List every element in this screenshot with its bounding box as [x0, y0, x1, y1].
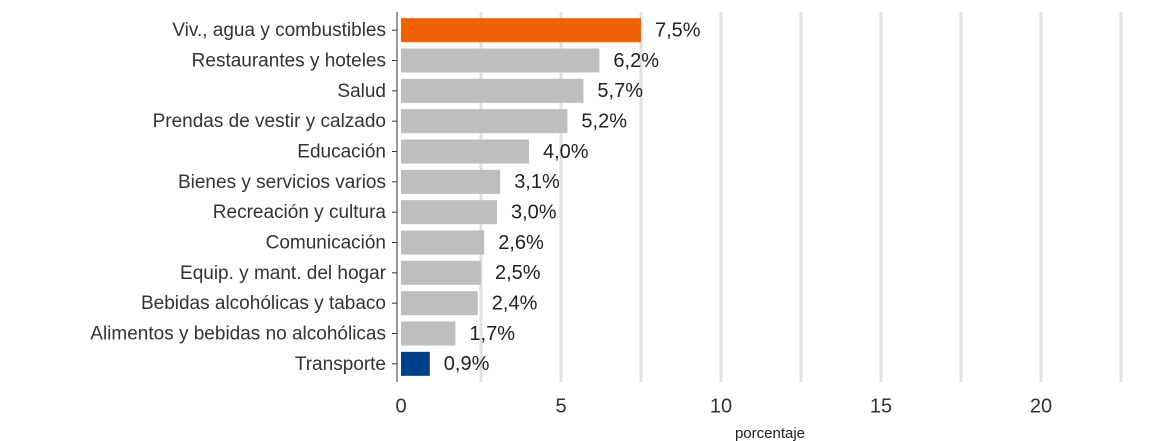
y-tick-label: Comunicación [266, 233, 386, 254]
y-tick-label: Prendas de vestir y calzado [153, 111, 386, 132]
x-axis-label: porcentaje [735, 425, 805, 441]
bar [401, 200, 497, 225]
x-tick-label: 5 [555, 395, 566, 417]
y-tick-label: Bienes y servicios varios [178, 172, 386, 193]
value-label: 4,0% [543, 141, 589, 163]
value-label: 0,9% [444, 353, 490, 375]
bar [401, 169, 501, 194]
y-tick-label: Educación [297, 142, 386, 163]
x-tick-label: 15 [870, 395, 892, 417]
bar [401, 260, 481, 285]
value-label: 6,2% [613, 50, 659, 72]
bar [401, 351, 430, 376]
value-label: 5,7% [597, 80, 643, 102]
y-tick-label: Transporte [295, 354, 386, 375]
value-label: 5,2% [581, 110, 627, 132]
bar [401, 230, 485, 255]
y-tick-label: Viv., agua y combustibles [172, 20, 386, 41]
value-label: 7,5% [655, 19, 701, 41]
x-tick-label: 0 [395, 395, 406, 417]
value-label: 3,0% [511, 201, 557, 223]
bar [401, 48, 600, 73]
y-tick-label: Restaurantes y hoteles [192, 51, 386, 72]
bar [401, 109, 568, 134]
bar [401, 291, 478, 316]
x-tick-label: 20 [1030, 395, 1052, 417]
y-tick-label: Equip. y mant. del hogar [180, 263, 387, 284]
value-label: 2,6% [498, 232, 544, 254]
x-tick-label: 10 [710, 395, 732, 417]
value-label: 2,5% [495, 262, 541, 284]
value-label: 1,7% [469, 323, 515, 345]
bar [401, 78, 584, 103]
y-tick-label: Salud [337, 81, 386, 102]
bar [401, 18, 641, 43]
bar [401, 139, 529, 164]
value-label: 3,1% [514, 171, 560, 193]
y-tick-label: Recreación y cultura [213, 202, 387, 223]
y-tick-label: Alimentos y bebidas no alcohólicas [90, 324, 386, 345]
bar [401, 321, 456, 346]
value-label: 2,4% [492, 292, 538, 314]
y-tick-label: Bebidas alcohólicas y tabaco [141, 293, 386, 314]
